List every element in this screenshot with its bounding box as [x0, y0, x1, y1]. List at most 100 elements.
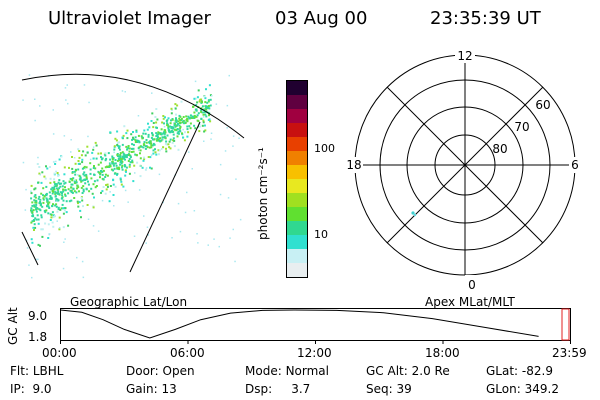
aurora-pixel — [143, 158, 146, 161]
aurora-pixel — [33, 199, 36, 202]
mlat-label-60: 60 — [535, 98, 550, 112]
aurora-pixel — [55, 205, 58, 208]
aurora-pixel — [102, 169, 105, 172]
aurora-pixel — [138, 149, 140, 151]
aurora-pixel — [71, 178, 74, 180]
aurora-pixel — [30, 238, 33, 241]
aurora-pixel — [98, 171, 101, 174]
aurora-pixel — [139, 149, 142, 152]
aurora-pixel — [194, 97, 197, 100]
aurora-pixel — [70, 191, 73, 194]
aurora-pixel — [134, 153, 137, 156]
aurora-pixel — [124, 189, 127, 192]
aurora-pixel — [71, 156, 73, 158]
aurora-pixel — [147, 122, 149, 125]
aurora-pixel — [164, 116, 166, 119]
aurora-pixel — [36, 214, 39, 217]
aurora-pixel — [85, 173, 88, 176]
aurora-pixel — [136, 161, 139, 164]
aurora-pixel — [54, 195, 57, 198]
aurora-pixel — [106, 174, 109, 177]
aurora-pixel — [70, 186, 73, 189]
aurora-pixel — [52, 216, 55, 218]
aurora-pixel — [77, 168, 80, 171]
mlat-label-80: 80 — [492, 142, 507, 156]
aurora-pixel — [75, 179, 78, 182]
aurora-pixel — [171, 141, 174, 144]
aurora-pixel — [151, 112, 154, 115]
aurora-pixel — [46, 167, 49, 170]
aurora-pixel — [51, 221, 54, 224]
aurora-pixel — [135, 154, 138, 157]
aurora-pixel — [165, 150, 168, 153]
aurora-pixel — [143, 129, 146, 132]
aurora-pixel — [171, 131, 174, 133]
aurora-pixel — [49, 181, 52, 184]
aurora-pixel — [74, 182, 77, 185]
aurora-pixel — [159, 140, 162, 143]
aurora-pixel — [25, 239, 28, 242]
aurora-pixel — [68, 200, 71, 203]
aurora-pixel — [56, 188, 59, 191]
aurora-pixel — [172, 139, 174, 142]
aurora-pixel — [109, 158, 112, 161]
aurora-pixel — [33, 204, 36, 207]
aurora-pixel — [137, 134, 140, 137]
aurora-pixel — [34, 217, 37, 220]
aurora-pixel — [22, 161, 25, 164]
aurora-pixel — [50, 197, 53, 200]
mlt-label-12: 12 — [457, 49, 472, 63]
aurora-pixel — [202, 110, 204, 113]
aurora-pixel — [193, 124, 196, 127]
timeline-x-tick-1: 06:00 — [170, 346, 205, 360]
aurora-pixel — [54, 215, 56, 218]
aurora-pixel — [189, 122, 192, 125]
aurora-pixel — [128, 165, 131, 168]
aurora-pixel — [67, 102, 69, 105]
aurora-pixel — [78, 174, 81, 177]
aurora-pixel — [99, 172, 102, 175]
aurora-pixel — [34, 196, 37, 199]
aurora-pixel — [202, 121, 205, 124]
aurora-pixel — [34, 205, 37, 208]
aurora-pixel — [38, 166, 41, 168]
aurora-pixel — [47, 237, 50, 239]
aurora-pixel — [34, 194, 37, 196]
aurora-pixel — [78, 150, 81, 152]
aurora-pixel — [195, 115, 198, 118]
aurora-pixel — [121, 157, 124, 160]
mlt-label-18: 18 — [346, 158, 361, 172]
aurora-pixel — [207, 107, 210, 109]
aurora-pixel — [175, 121, 178, 124]
aurora-pixel — [91, 192, 94, 195]
aurora-pixel — [51, 192, 54, 195]
aurora-pixel — [162, 201, 164, 204]
aurora-pixel — [201, 111, 204, 114]
aurora-pixel — [119, 152, 122, 155]
aurora-pixel — [120, 180, 123, 183]
aurora-pixel — [205, 108, 208, 111]
aurora-pixel — [150, 167, 153, 170]
aurora-pixel — [170, 109, 173, 111]
aurora-pixel — [125, 145, 128, 148]
aurora-pixel — [153, 138, 156, 141]
aurora-pixel — [30, 192, 33, 195]
aurora-pixel — [81, 161, 84, 164]
aurora-pixel — [148, 126, 151, 129]
aurora-pixel — [114, 162, 117, 165]
aurora-pixel — [97, 230, 100, 232]
aurora-pixel — [86, 145, 89, 148]
aurora-pixel — [142, 132, 145, 135]
aurora-pixel — [38, 202, 41, 205]
aurora-pixel — [107, 152, 110, 155]
aurora-pixel — [113, 148, 116, 151]
aurora-pixel — [118, 141, 121, 144]
aurora-pixel — [37, 243, 40, 246]
aurora-pixel — [63, 166, 66, 169]
aurora-pixel — [176, 128, 179, 130]
aurora-pixel — [146, 226, 149, 228]
aurora-pixel — [40, 181, 43, 184]
aurora-pixel — [142, 146, 145, 149]
aurora-pixel — [92, 206, 95, 209]
aurora-pixel — [40, 192, 43, 195]
